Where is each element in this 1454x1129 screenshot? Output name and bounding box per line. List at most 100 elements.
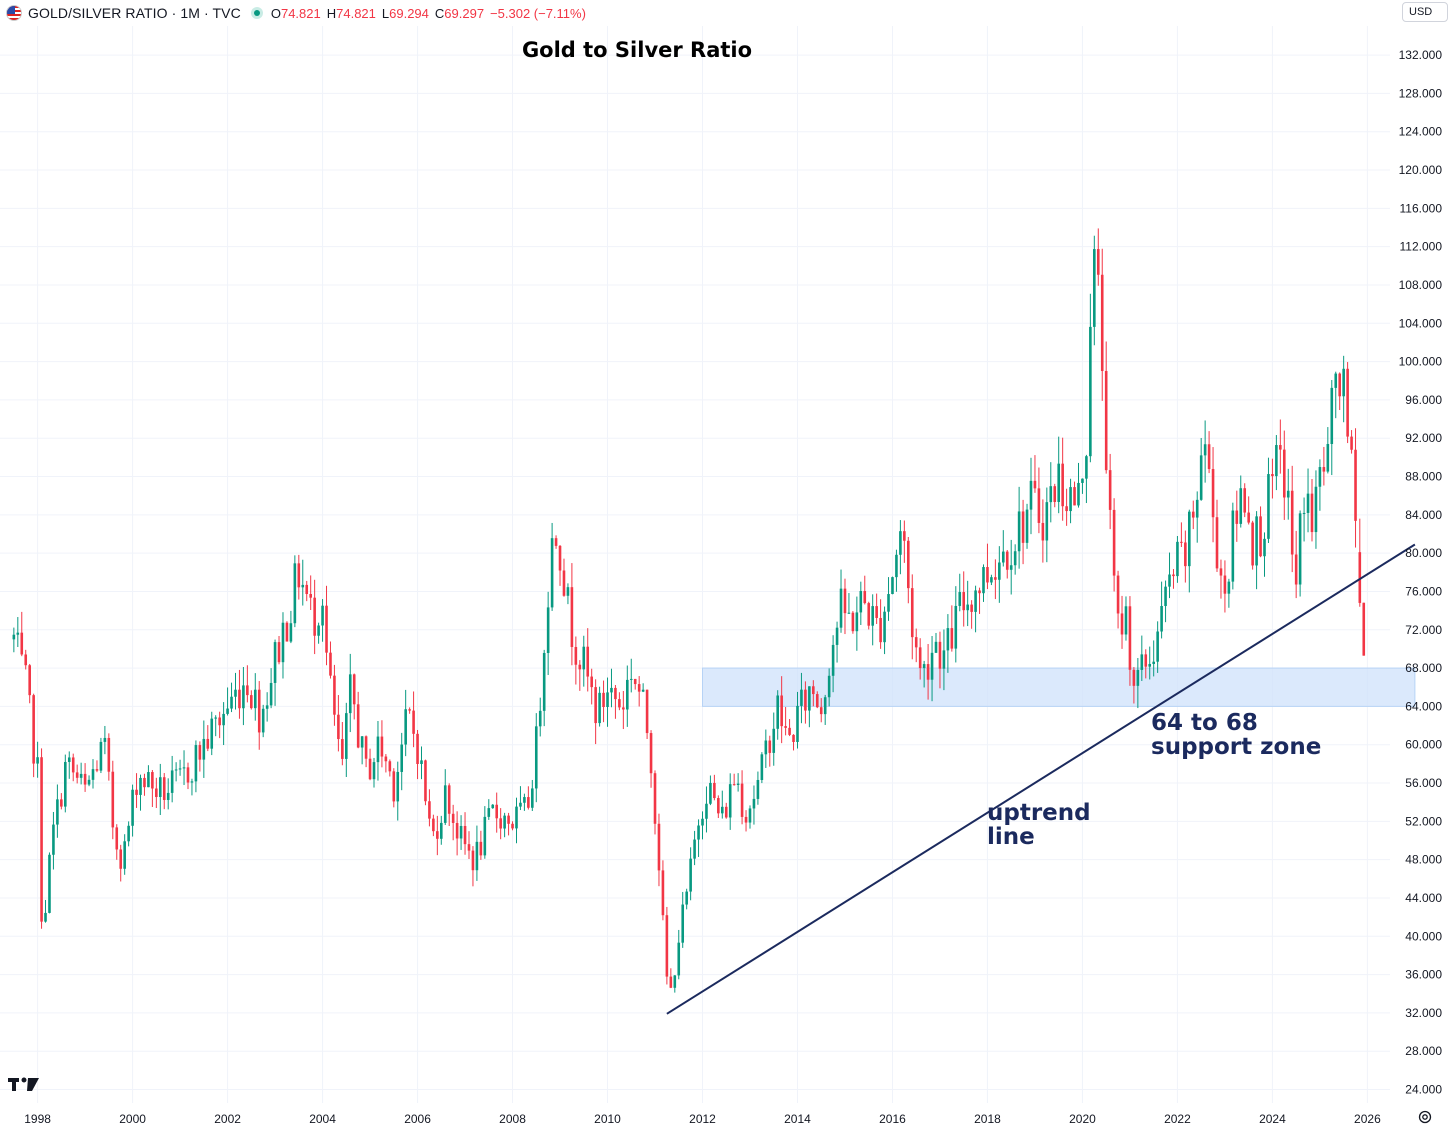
candle-body: [1334, 373, 1338, 388]
candle-body: [618, 699, 621, 708]
candle-body: [507, 815, 510, 824]
candle-body: [1239, 488, 1243, 524]
candle-body: [1203, 444, 1207, 456]
price-tick-label: 44.000: [1405, 891, 1442, 905]
time-tick-label: 2006: [404, 1112, 431, 1126]
candle-body: [1065, 506, 1068, 512]
price-tick-label: 108.000: [1399, 278, 1443, 292]
candle-body: [214, 717, 217, 719]
candle-body: [701, 818, 704, 826]
candle-body: [1294, 554, 1298, 585]
settings-icon[interactable]: [1418, 1110, 1432, 1124]
candle-body: [56, 799, 59, 825]
candle-body: [293, 563, 297, 624]
candle-body: [815, 694, 819, 708]
candle-body: [1310, 493, 1314, 533]
candle-body: [934, 641, 938, 653]
candle-body: [1029, 480, 1033, 510]
candle-body: [1342, 368, 1345, 397]
price-tick-label: 28.000: [1405, 1044, 1442, 1058]
candle-body: [178, 768, 182, 770]
candles-layer: [12, 228, 1366, 993]
candle-body: [1330, 387, 1334, 444]
candle-body: [210, 718, 214, 749]
candle-body: [800, 689, 803, 706]
price-tick-label: 24.000: [1405, 1083, 1442, 1097]
candle-body: [1093, 249, 1096, 327]
candle-body: [412, 710, 415, 734]
candle-body: [1132, 669, 1136, 686]
candle-body: [1191, 511, 1195, 518]
candle-body: [479, 841, 483, 856]
candle-body: [16, 632, 20, 635]
candle-body: [48, 854, 51, 913]
candle-body: [519, 802, 522, 807]
close-value: 69.297: [444, 5, 485, 21]
candle-body: [1350, 436, 1353, 450]
candle-body: [891, 577, 894, 595]
candle-body: [823, 697, 827, 715]
candle-body: [1298, 513, 1302, 585]
candle-body: [859, 591, 863, 613]
candle-body: [1195, 499, 1199, 518]
tradingview-logo-icon[interactable]: [8, 1074, 40, 1092]
candle-body: [404, 709, 407, 745]
candle-body: [1053, 486, 1057, 502]
candle-body: [40, 757, 43, 922]
candle-body: [364, 736, 368, 759]
candle-body: [416, 733, 419, 764]
candle-body: [629, 678, 633, 680]
candle-body: [103, 737, 107, 742]
candle-body: [1306, 493, 1310, 513]
candle-body: [99, 741, 103, 771]
candle-body: [819, 707, 823, 715]
symbol-name[interactable]: GOLD/SILVER RATIO · 1M · TVC: [28, 5, 241, 21]
candle-body: [1286, 490, 1290, 498]
candle-body: [392, 771, 396, 802]
candle-body: [206, 738, 210, 749]
candle-body: [574, 646, 578, 665]
uptrend-label-line2: line: [987, 824, 1035, 850]
candle-body: [1235, 510, 1239, 524]
candle-body: [776, 695, 779, 729]
candle-body: [1322, 467, 1326, 472]
candle-body: [1152, 661, 1155, 664]
candle-body: [1172, 574, 1175, 577]
candle-body: [71, 757, 75, 773]
candle-body: [590, 676, 593, 688]
candle-body: [1263, 538, 1266, 557]
candle-body: [60, 799, 63, 807]
candle-body: [376, 736, 380, 763]
candle-body: [87, 779, 91, 785]
candle-body: [994, 577, 997, 580]
candle-body: [384, 756, 388, 762]
candle-body: [64, 761, 67, 807]
time-tick-label: 2018: [974, 1112, 1001, 1126]
candle-body: [1112, 509, 1116, 576]
candle-body: [538, 710, 542, 727]
candle-body: [428, 801, 431, 819]
price-tick-label: 64.000: [1405, 699, 1442, 713]
candle-body: [408, 709, 411, 711]
candle-body: [748, 808, 752, 823]
candle-body: [550, 538, 554, 608]
currency-selector[interactable]: USD: [1402, 2, 1448, 22]
candle-body: [534, 726, 538, 789]
candle-body: [28, 665, 31, 696]
candle-body: [1164, 586, 1167, 607]
candle-body: [705, 803, 708, 819]
candle-body: [1045, 502, 1049, 541]
candle-body: [44, 912, 47, 922]
candle-body: [918, 647, 922, 669]
candle-body: [515, 806, 518, 829]
candle-body: [131, 789, 134, 826]
candle-body: [190, 781, 194, 783]
time-tick-label: 2022: [1164, 1112, 1191, 1126]
candle-body: [966, 604, 969, 611]
candle-body: [1302, 512, 1306, 514]
price-tick-label: 120.000: [1399, 163, 1443, 177]
candle-body: [954, 605, 958, 649]
candle-body: [673, 975, 677, 988]
candle-body: [1215, 517, 1219, 569]
